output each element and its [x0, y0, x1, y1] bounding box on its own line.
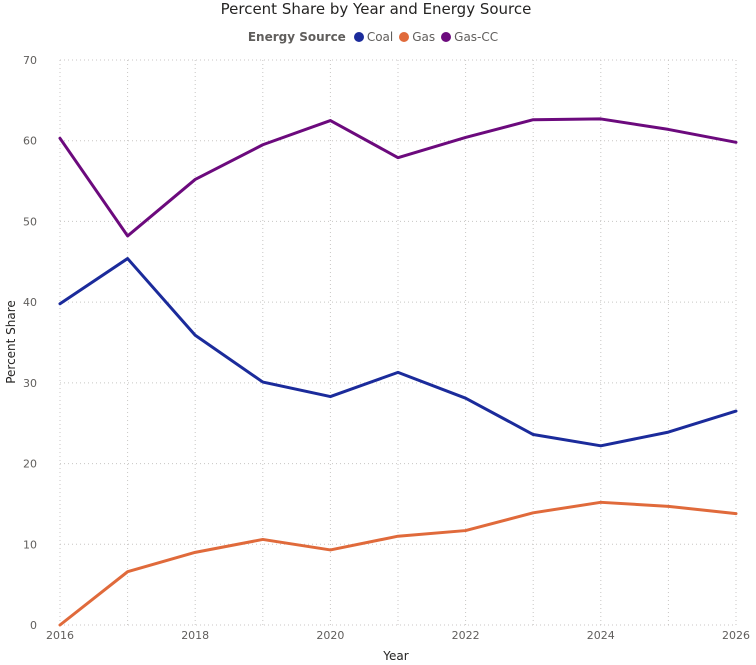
legend-label-gas-cc: Gas-CC	[454, 30, 499, 44]
series-line-gas-cc[interactable]	[58, 117, 738, 238]
x-tick-label: 2016	[46, 629, 74, 642]
x-axis-title: Year	[382, 649, 408, 663]
y-tick-label: 20	[23, 458, 37, 471]
x-tick-label: 2026	[722, 629, 750, 642]
legend-label-gas: Gas	[412, 30, 436, 44]
x-tick-label: 2020	[316, 629, 344, 642]
legend-marker-gas	[399, 32, 410, 42]
x-tick-label: 2024	[587, 629, 615, 642]
y-tick-label: 60	[23, 135, 37, 148]
legend-item-coal[interactable]: Coal	[353, 29, 394, 45]
grid-lines	[59, 59, 737, 626]
legend: Energy Source Coal Gas Gas-CC	[0, 29, 752, 45]
y-axis-title: Percent Share	[4, 300, 18, 384]
legend-marker-coal	[353, 32, 364, 42]
y-tick-label: 10	[23, 538, 37, 551]
chart-title: Percent Share by Year and Energy Source	[220, 0, 532, 18]
y-tick-label: 70	[23, 54, 37, 67]
y-tick-label: 30	[23, 377, 37, 390]
legend-title: Energy Source	[247, 30, 346, 44]
series-line-coal[interactable]	[58, 257, 738, 448]
series-lines	[58, 117, 738, 627]
x-tick-label: 2018	[181, 629, 209, 642]
legend-item-gas[interactable]: Gas	[399, 29, 435, 45]
y-tick-label: 40	[23, 296, 37, 309]
series-line-gas[interactable]	[58, 500, 738, 627]
legend-item-gas-cc[interactable]: Gas-CC	[441, 29, 498, 45]
legend-marker-gas-cc	[441, 32, 452, 42]
y-tick-label: 0	[30, 619, 37, 632]
x-tick-label: 2022	[452, 629, 480, 642]
legend-label-coal: Coal	[366, 30, 394, 44]
y-tick-label: 50	[23, 215, 37, 228]
tick-labels: 0 10 20 30 40 50 60 70 2016 2018 2020 2022 2024 2026	[23, 54, 750, 642]
